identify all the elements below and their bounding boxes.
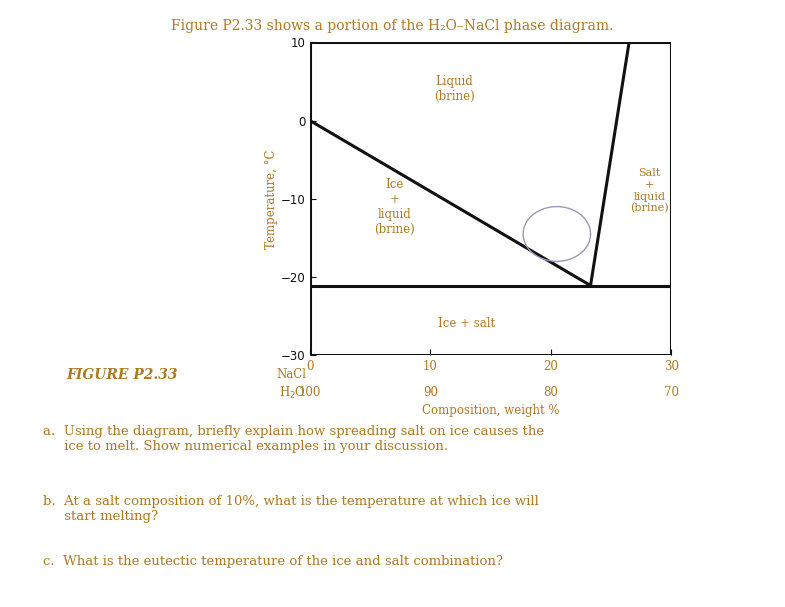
Text: H$_2$O: H$_2$O bbox=[279, 385, 306, 401]
Y-axis label: Temperature, °C: Temperature, °C bbox=[265, 149, 278, 248]
Text: Ice
+
liquid
(brine): Ice + liquid (brine) bbox=[374, 178, 414, 236]
Text: 100: 100 bbox=[299, 386, 321, 399]
Text: 80: 80 bbox=[543, 386, 558, 399]
Text: a.  Using the diagram, briefly explain how spreading salt on ice causes the
    : a. Using the diagram, briefly explain ho… bbox=[43, 425, 544, 453]
Text: NaCl: NaCl bbox=[276, 368, 306, 381]
Text: 90: 90 bbox=[423, 386, 438, 399]
Text: Salt
+
liquid
(brine): Salt + liquid (brine) bbox=[630, 168, 669, 214]
Text: Liquid
(brine): Liquid (brine) bbox=[434, 75, 475, 103]
Text: 70: 70 bbox=[663, 386, 679, 399]
Text: b.  At a salt composition of 10%, what is the temperature at which ice will
    : b. At a salt composition of 10%, what is… bbox=[43, 495, 539, 523]
Text: FIGURE P2.33: FIGURE P2.33 bbox=[66, 367, 177, 382]
Text: c.  What is the eutectic temperature of the ice and salt combination?: c. What is the eutectic temperature of t… bbox=[43, 555, 503, 568]
Text: Figure P2.33 shows a portion of the H₂O–NaCl phase diagram.: Figure P2.33 shows a portion of the H₂O–… bbox=[171, 19, 614, 33]
Text: Ice + salt: Ice + salt bbox=[438, 317, 495, 330]
Text: Composition, weight %: Composition, weight % bbox=[422, 404, 560, 418]
